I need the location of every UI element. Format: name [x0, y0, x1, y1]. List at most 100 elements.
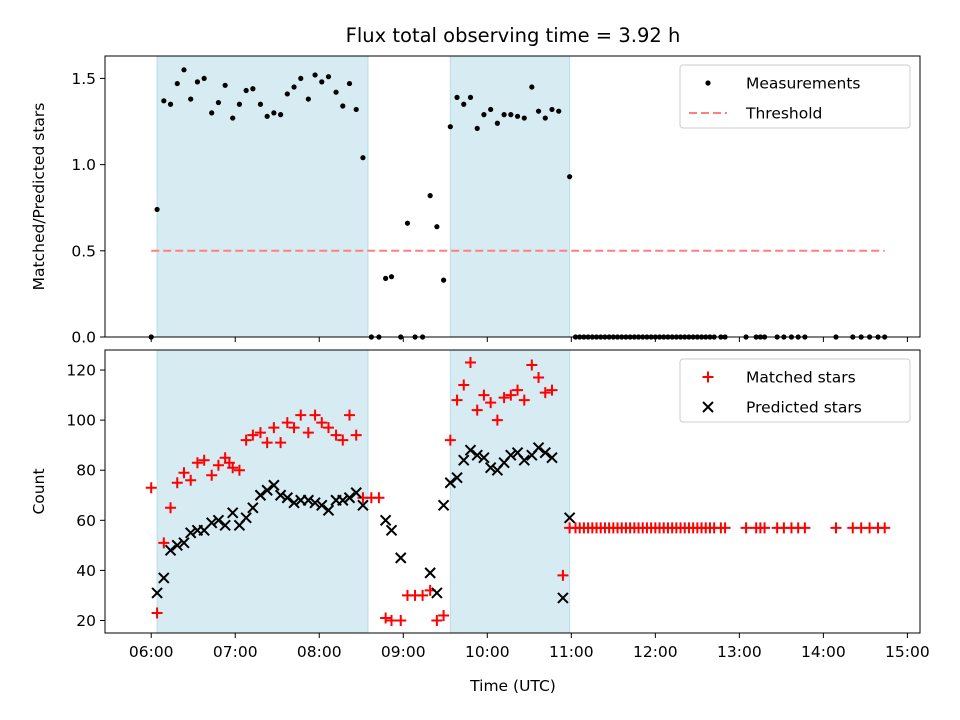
data-point	[188, 96, 194, 102]
legend-matched-key	[702, 371, 714, 383]
data-point	[529, 84, 535, 90]
data-point	[383, 275, 389, 281]
data-point	[505, 449, 517, 461]
data-point	[151, 607, 163, 619]
data-point	[209, 110, 215, 116]
data-point	[305, 96, 311, 102]
x-tick-label: 15:00	[885, 643, 930, 661]
data-point	[233, 464, 245, 476]
data-point	[145, 482, 157, 494]
data-point	[386, 614, 398, 626]
legend-box	[679, 64, 911, 129]
data-point	[542, 115, 548, 121]
data-point	[481, 112, 487, 118]
data-point	[404, 220, 411, 226]
data-point	[322, 504, 335, 516]
data-point	[288, 422, 300, 434]
star-count-points	[145, 357, 891, 626]
ratio-panel: 0.0 0.5 1.0 1.5 Matched/Predicted stars Mea…	[30, 55, 921, 347]
data-point	[360, 155, 366, 161]
data-point	[236, 101, 243, 107]
legend-box	[679, 358, 911, 423]
x-tick-label: 08:00	[297, 643, 342, 661]
count-legend: Matched stars Predicted stars	[679, 358, 911, 423]
data-point	[494, 120, 500, 126]
data-point	[278, 112, 284, 118]
data-point	[830, 522, 842, 534]
y-tick-label: 80	[76, 462, 96, 480]
data-point	[447, 124, 453, 130]
data-point	[275, 437, 287, 449]
x-tick-label: 11:00	[549, 643, 594, 661]
count-plot-frame	[104, 349, 921, 634]
data-point	[346, 80, 353, 87]
series-matched-stars	[145, 357, 891, 626]
data-point	[431, 614, 443, 626]
ratio-y-axis-ticks: 0.0 0.5 1.0 1.5	[71, 70, 105, 347]
data-point	[437, 499, 450, 511]
data-point	[171, 539, 183, 552]
data-point	[184, 527, 197, 539]
data-point	[478, 451, 490, 464]
data-point	[557, 592, 569, 604]
data-point	[379, 514, 392, 527]
data-point	[373, 492, 385, 504]
data-point	[274, 489, 287, 501]
data-point	[240, 512, 252, 524]
data-point	[512, 384, 524, 396]
ratio-plot-frame	[104, 55, 921, 338]
x-tick-label: 06:00	[129, 643, 174, 661]
data-point	[505, 389, 517, 401]
data-point	[178, 467, 190, 479]
data-point	[458, 379, 470, 391]
data-point	[533, 372, 545, 384]
data-point	[243, 87, 249, 94]
data-point	[284, 91, 290, 97]
data-point	[164, 544, 177, 557]
data-point	[291, 84, 297, 90]
count-panel: 20 40 60 80 100 120 06:00 07:00 08:00 09:00 10:00…	[30, 349, 930, 661]
data-point	[254, 427, 266, 439]
data-point	[799, 522, 811, 534]
data-point	[464, 444, 477, 456]
data-point	[333, 89, 339, 95]
data-point	[257, 101, 264, 107]
data-point	[154, 206, 160, 213]
data-point	[563, 512, 576, 524]
data-point	[438, 609, 450, 621]
data-point	[395, 552, 407, 564]
count-y-axis-label: Count	[30, 468, 48, 514]
legend-label: Matched stars	[746, 369, 856, 387]
data-point	[508, 112, 514, 118]
data-point	[325, 74, 332, 80]
data-point	[539, 387, 551, 399]
data-point	[240, 434, 252, 446]
data-point	[194, 79, 201, 85]
observing-window-bands	[156, 55, 571, 338]
data-point	[385, 524, 398, 537]
data-point	[165, 502, 177, 514]
data-point	[535, 108, 542, 114]
data-point	[178, 537, 190, 549]
data-point	[539, 446, 551, 459]
data-point	[181, 67, 187, 73]
y-tick-label: 20	[76, 612, 96, 630]
data-point	[271, 110, 277, 116]
data-point	[444, 477, 457, 489]
data-point	[261, 437, 273, 449]
data-point	[471, 449, 483, 461]
data-point	[337, 434, 349, 446]
data-point	[330, 429, 342, 441]
figure-title: Flux total observing time = 3.92 h	[346, 24, 681, 47]
data-point	[395, 614, 407, 626]
data-point	[227, 462, 239, 474]
x-tick-label: 13:00	[717, 643, 762, 661]
data-point	[322, 422, 334, 434]
data-point	[171, 477, 183, 489]
data-point	[431, 587, 443, 599]
data-point	[518, 454, 530, 466]
data-point	[268, 422, 280, 434]
data-point	[264, 113, 270, 119]
data-point	[526, 359, 538, 371]
